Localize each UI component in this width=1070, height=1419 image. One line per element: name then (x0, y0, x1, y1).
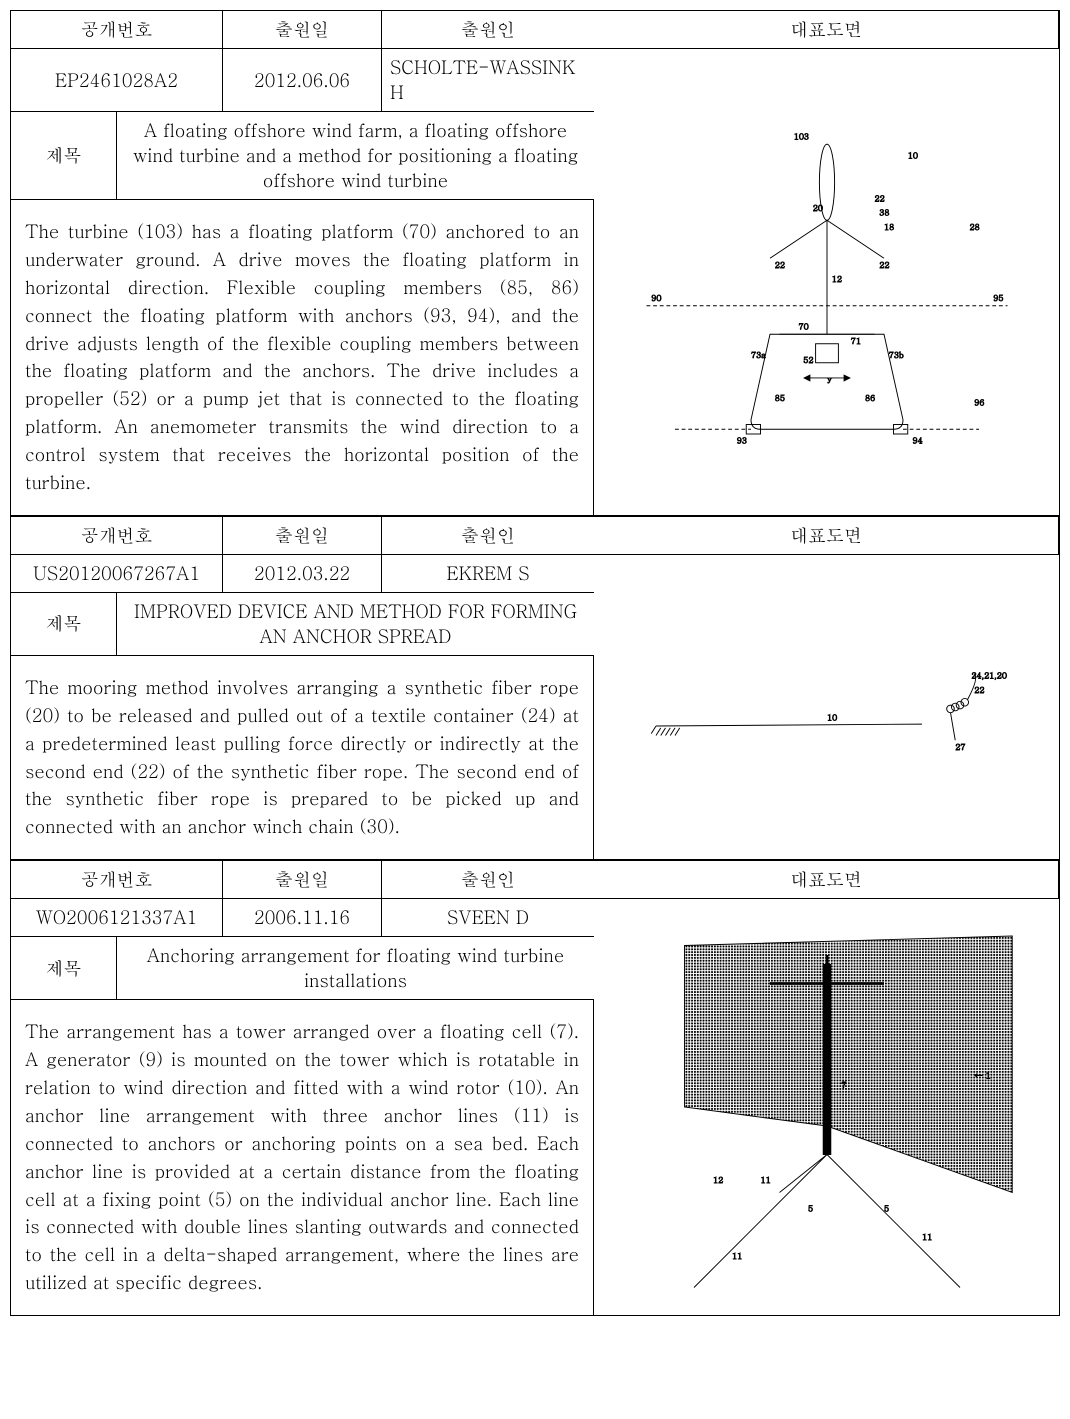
value-applicant: EKREM S (382, 555, 594, 593)
svg-text:7: 7 (841, 1079, 846, 1091)
svg-text:90: 90 (651, 292, 661, 304)
svg-text:22: 22 (879, 259, 889, 271)
value-filing-date: 2012.06.06 (223, 49, 382, 112)
drawing-column: 대표도면 90 95 28 103 10 22 38 18 20 22 22 12 70 71 … (594, 11, 1059, 516)
value-title: IMPROVED DEVICE AND METHOD FOR FORMING A… (117, 593, 594, 656)
svg-text:y: y (827, 373, 832, 385)
header-applicant: 출원인 (382, 11, 594, 49)
svg-text:18: 18 (884, 221, 894, 233)
svg-text:12: 12 (713, 1174, 723, 1186)
svg-text:27: 27 (955, 741, 965, 753)
drawing-column: 대표도면 10 22 24,21,20 27 (594, 517, 1059, 860)
header-title: 제목 (11, 937, 117, 1000)
patent-info-column: 공개번호 출원일 출원인 US20120067267A1 2012.03.22 … (11, 517, 594, 860)
value-applicant: SCHOLTE-WASSINK H (382, 49, 594, 112)
value-pub-no: US20120067267A1 (11, 555, 223, 593)
patent-record: 공개번호 출원일 출원인 WO2006121337A1 2006.11.16 S… (10, 861, 1060, 1316)
patent-row: 공개번호 출원일 출원인 EP2461028A2 2012.06.06 SCHO… (11, 11, 1059, 516)
svg-text:94: 94 (912, 434, 922, 446)
svg-text:22: 22 (974, 684, 984, 696)
svg-text:11: 11 (732, 1250, 742, 1262)
patent-info-column: 공개번호 출원일 출원인 EP2461028A2 2012.06.06 SCHO… (11, 11, 594, 516)
header-drawing: 대표도면 (594, 517, 1059, 555)
svg-text:95: 95 (993, 292, 1003, 304)
svg-text:5: 5 (808, 1203, 813, 1215)
header-pub-no: 공개번호 (11, 517, 223, 555)
svg-text:73b: 73b (888, 349, 903, 361)
header-title: 제목 (11, 112, 117, 200)
svg-text:93: 93 (736, 434, 746, 446)
drawing-column: 대표도면 ← 1 7 12 11 11 11 5 5 (594, 861, 1059, 1315)
svg-text:← 1: ← 1 (974, 1070, 991, 1082)
svg-text:52: 52 (803, 354, 813, 366)
svg-text:10: 10 (827, 711, 837, 723)
value-pub-no: EP2461028A2 (11, 49, 223, 112)
patent-row: 공개번호 출원일 출원인 US20120067267A1 2012.03.22 … (11, 517, 1059, 860)
patent-record: 공개번호 출원일 출원인 US20120067267A1 2012.03.22 … (10, 517, 1060, 861)
value-title: A floating offshore wind farm, a floatin… (117, 112, 594, 200)
svg-text:28: 28 (969, 221, 979, 233)
drawing-figure: ← 1 7 12 11 11 11 5 5 (594, 899, 1059, 1315)
value-filing-date: 2012.03.22 (223, 555, 382, 593)
svg-text:85: 85 (774, 392, 784, 404)
svg-text:11: 11 (922, 1231, 932, 1243)
value-applicant: SVEEN D (382, 899, 594, 937)
header-title: 제목 (11, 593, 117, 656)
svg-text:24,21,20: 24,21,20 (971, 670, 1007, 682)
svg-text:11: 11 (760, 1174, 770, 1186)
header-drawing: 대표도면 (594, 861, 1059, 899)
header-filing-date: 출원일 (223, 861, 382, 899)
abstract-text: The arrangement has a tower arranged ove… (11, 1000, 594, 1315)
header-applicant: 출원인 (382, 861, 594, 899)
svg-text:96: 96 (974, 396, 984, 408)
patent-record: 공개번호 출원일 출원인 EP2461028A2 2012.06.06 SCHO… (10, 10, 1060, 517)
svg-text:38: 38 (879, 206, 889, 218)
patent-row: 공개번호 출원일 출원인 WO2006121337A1 2006.11.16 S… (11, 861, 1059, 1315)
svg-text:22: 22 (774, 259, 784, 271)
svg-text:103: 103 (793, 130, 808, 142)
value-title: Anchoring arrangement for floating wind … (117, 937, 594, 1000)
abstract-text: The turbine (103) has a floating platfor… (11, 200, 594, 516)
header-applicant: 출원인 (382, 517, 594, 555)
abstract-text: The mooring method involves arranging a … (11, 656, 594, 860)
value-filing-date: 2006.11.16 (223, 899, 382, 937)
header-filing-date: 출원일 (223, 517, 382, 555)
svg-text:5: 5 (884, 1203, 889, 1215)
header-pub-no: 공개번호 (11, 11, 223, 49)
header-filing-date: 출원일 (223, 11, 382, 49)
svg-text:20: 20 (812, 202, 822, 214)
svg-text:70: 70 (798, 320, 808, 332)
svg-text:12: 12 (831, 273, 841, 285)
drawing-figure: 10 22 24,21,20 27 (594, 555, 1059, 859)
svg-text:86: 86 (865, 392, 875, 404)
value-pub-no: WO2006121337A1 (11, 899, 223, 937)
svg-text:73a: 73a (751, 349, 766, 361)
svg-text:22: 22 (874, 192, 884, 204)
drawing-figure: 90 95 28 103 10 22 38 18 20 22 22 12 70 71 52 73… (594, 49, 1059, 515)
header-drawing: 대표도면 (594, 11, 1059, 49)
svg-text:71: 71 (850, 335, 860, 347)
patent-info-column: 공개번호 출원일 출원인 WO2006121337A1 2006.11.16 S… (11, 861, 594, 1315)
svg-text:10: 10 (907, 149, 917, 161)
header-pub-no: 공개번호 (11, 861, 223, 899)
